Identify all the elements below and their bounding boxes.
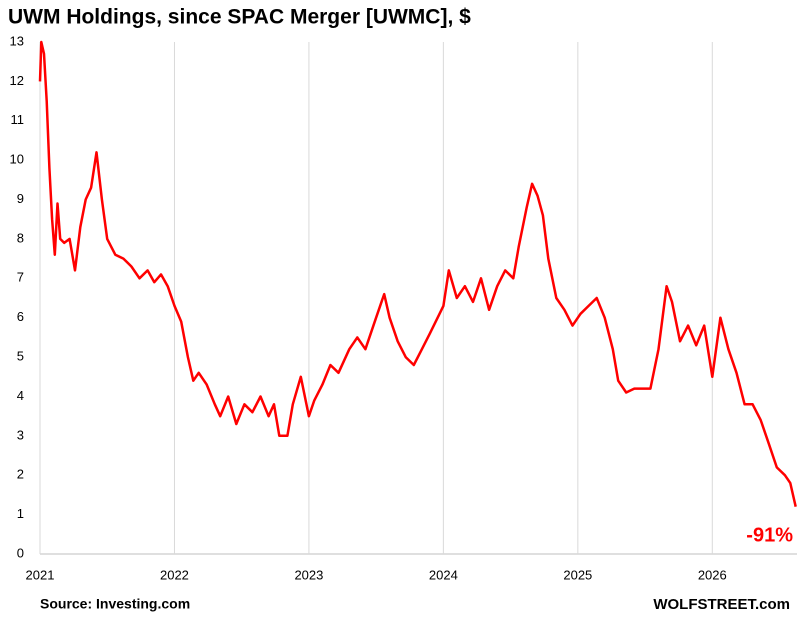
y-tick-label: 12 xyxy=(10,73,24,88)
y-tick-label: 9 xyxy=(17,191,24,206)
y-tick-label: 7 xyxy=(17,270,24,285)
y-tick-label: 8 xyxy=(17,230,24,245)
credit: WOLFSTREET.com xyxy=(653,596,790,613)
annotation: -91% xyxy=(746,524,793,546)
y-tick-label: 11 xyxy=(11,112,25,127)
line xyxy=(38,40,797,507)
y-tick-label: 6 xyxy=(17,309,24,324)
x-tick-label: 2026 xyxy=(698,567,727,582)
y-tick-label: 4 xyxy=(17,388,24,403)
y-tick-label: 0 xyxy=(17,545,24,560)
y-tick-label: 5 xyxy=(17,349,24,364)
x-tick-label: 2024 xyxy=(429,567,458,582)
y-tick-label: 10 xyxy=(10,152,24,167)
y-tick-label: 1 xyxy=(17,506,24,521)
x-tick-label: 2023 xyxy=(294,567,323,582)
y-tick-label: 2 xyxy=(17,467,24,482)
x-tick-label: 2021 xyxy=(26,567,55,582)
x-tick-label: 2025 xyxy=(563,567,592,582)
y-tick-label: 13 xyxy=(10,33,24,48)
y-tick-label: 3 xyxy=(17,427,24,442)
x-tick-label: 2022 xyxy=(160,567,189,582)
source: Source: Investing.com xyxy=(40,596,190,612)
chart-title: UWM Holdings, since SPAC Merger [UWMC], … xyxy=(8,6,471,29)
